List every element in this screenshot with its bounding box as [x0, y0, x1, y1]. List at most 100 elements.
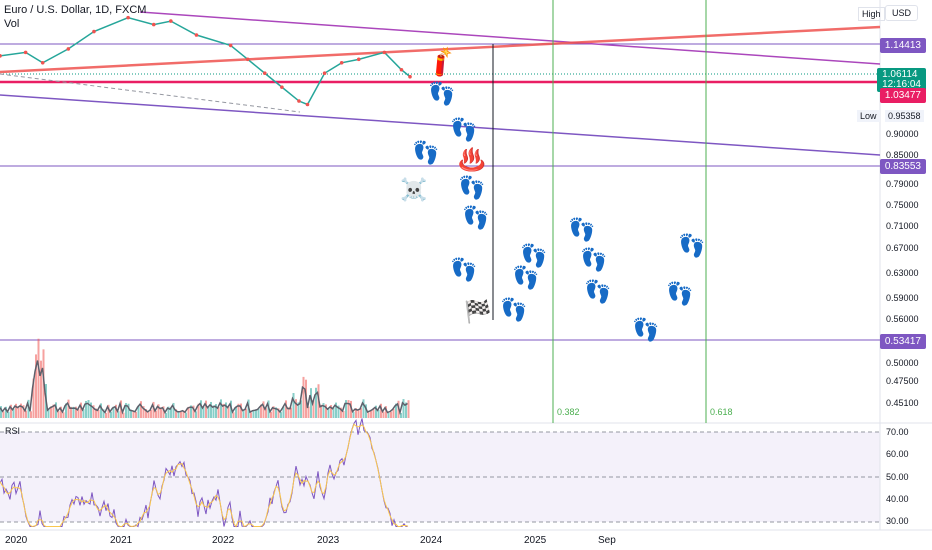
volume-bar: [185, 412, 187, 418]
skull-icon[interactable]: ☠️: [400, 178, 428, 203]
volume-bar: [2, 411, 5, 418]
volume-bar: [390, 411, 392, 418]
footprint-icon[interactable]: 👣: [520, 244, 548, 269]
last-price-time: 12:16:04: [882, 79, 921, 90]
footprint-icon[interactable]: 👣: [678, 234, 706, 259]
high-toggle[interactable]: High: [858, 7, 885, 21]
volume-bar: [162, 406, 165, 418]
volume-bar: [407, 400, 410, 418]
footprint-icon[interactable]: 👣: [500, 298, 528, 323]
volume-bar: [160, 407, 162, 418]
footprint-icon[interactable]: 👣: [512, 266, 540, 291]
uptrend-line: [0, 25, 881, 74]
volume-bar: [387, 412, 390, 418]
price-point: [356, 57, 361, 62]
volume-bar: [12, 409, 15, 418]
rsi-series: [0, 418, 409, 528]
price-tag-support[interactable]: 1.03477: [879, 88, 926, 103]
volume-bar: [352, 411, 355, 418]
volume-bar: [197, 403, 200, 418]
time-axis-tick: 2020: [5, 535, 28, 546]
volume-bar: [192, 405, 195, 418]
symbol-title[interactable]: Euro / U.S. Dollar, 1D, FXCM: [4, 4, 147, 16]
volume-bar: [145, 409, 147, 418]
price-point: [322, 71, 327, 76]
price-point: [0, 54, 2, 58]
footprint-icon[interactable]: 👣: [568, 218, 596, 243]
volume-bar: [155, 410, 157, 418]
footprint-icon[interactable]: 👣: [462, 206, 490, 231]
volume-bar: [217, 406, 220, 418]
volume-bar: [272, 406, 275, 418]
volume-bar: [110, 411, 112, 418]
volume-bar: [335, 402, 337, 418]
price-axis-tick: 0.56000: [886, 314, 919, 324]
volume-bar: [177, 411, 180, 418]
volume-legend[interactable]: Vol: [4, 18, 20, 30]
rsi-ma-line: [0, 423, 409, 528]
volume-bar: [362, 399, 365, 418]
price-tag-resist[interactable]: 1.14413: [879, 38, 926, 53]
volume-bar: [257, 408, 260, 418]
volume-bar: [382, 411, 385, 418]
volume-bar: [175, 409, 177, 418]
volume-bar: [260, 404, 262, 418]
volume-bar: [22, 405, 25, 418]
volume-bar: [275, 407, 277, 418]
volume-bar: [220, 399, 222, 418]
footprint-icon[interactable]: 👣: [580, 248, 608, 273]
price-tag-bottom[interactable]: 0.53417: [879, 334, 926, 349]
footprint-icon[interactable]: 👣: [428, 82, 456, 107]
volume-bar: [367, 412, 370, 418]
volume-bar: [332, 407, 335, 418]
footprint-icon[interactable]: 👣: [632, 318, 660, 343]
volume-bar: [355, 408, 357, 418]
volume-bar: [90, 402, 92, 418]
volume-bar: [320, 404, 322, 418]
time-axis[interactable]: 2020 2021 2022 2023 2024 2025 Sep: [5, 535, 616, 546]
price-axis-tick: 0.59000: [886, 293, 919, 303]
footprint-icon[interactable]: 👣: [412, 141, 440, 166]
volume-bar: [265, 408, 267, 418]
footprint-icon[interactable]: 👣: [450, 258, 478, 283]
time-axis-tick: 2021: [110, 535, 133, 546]
volume-bar: [7, 411, 10, 418]
rsi-axis[interactable]: 70.00 60.00 50.00 40.00 30.00: [886, 427, 909, 526]
price-point: [194, 33, 199, 37]
volume-bar: [172, 402, 175, 418]
volume-bar: [77, 409, 80, 418]
volume-bar: [67, 399, 70, 418]
footprint-icon[interactable]: 👣: [450, 118, 478, 143]
volume-bar: [50, 406, 52, 418]
volume-bar: [157, 404, 160, 418]
footprint-icon[interactable]: 👣: [584, 280, 612, 305]
footprint-icon[interactable]: 👣: [458, 176, 486, 201]
price-axis-tick: 0.75000: [886, 200, 919, 210]
price-point: [382, 50, 387, 55]
volume-bar: [107, 404, 110, 418]
volume-bar: [5, 406, 7, 418]
downtrend-bottom-line: [0, 94, 881, 156]
time-axis-tick: 2025: [524, 535, 547, 546]
currency-button[interactable]: USD: [885, 5, 919, 21]
finish-flag-icon[interactable]: 🏁: [464, 300, 492, 325]
volume-bar: [365, 404, 367, 418]
volume-bar: [322, 403, 325, 418]
bath-icon[interactable]: ♨️: [458, 148, 486, 173]
volume-bar: [20, 403, 22, 418]
volume-bar: [395, 403, 397, 418]
rsi-axis-tick: 70.00: [886, 427, 909, 437]
price-axis-tick: 0.45100: [886, 398, 919, 408]
volume-bar: [187, 406, 190, 418]
volume-bar: [392, 408, 395, 418]
price-point: [297, 99, 301, 103]
footprint-icon[interactable]: 👣: [666, 282, 694, 307]
volume-bar: [232, 412, 235, 418]
rsi-label: RSI: [5, 426, 20, 436]
volume-bar: [252, 410, 255, 418]
volume-bar: [130, 409, 132, 418]
volume-bar: [10, 404, 12, 418]
volume-bar: [167, 406, 170, 418]
volume-bar: [400, 412, 402, 418]
price-tag-mid[interactable]: 0.83553: [879, 159, 926, 174]
